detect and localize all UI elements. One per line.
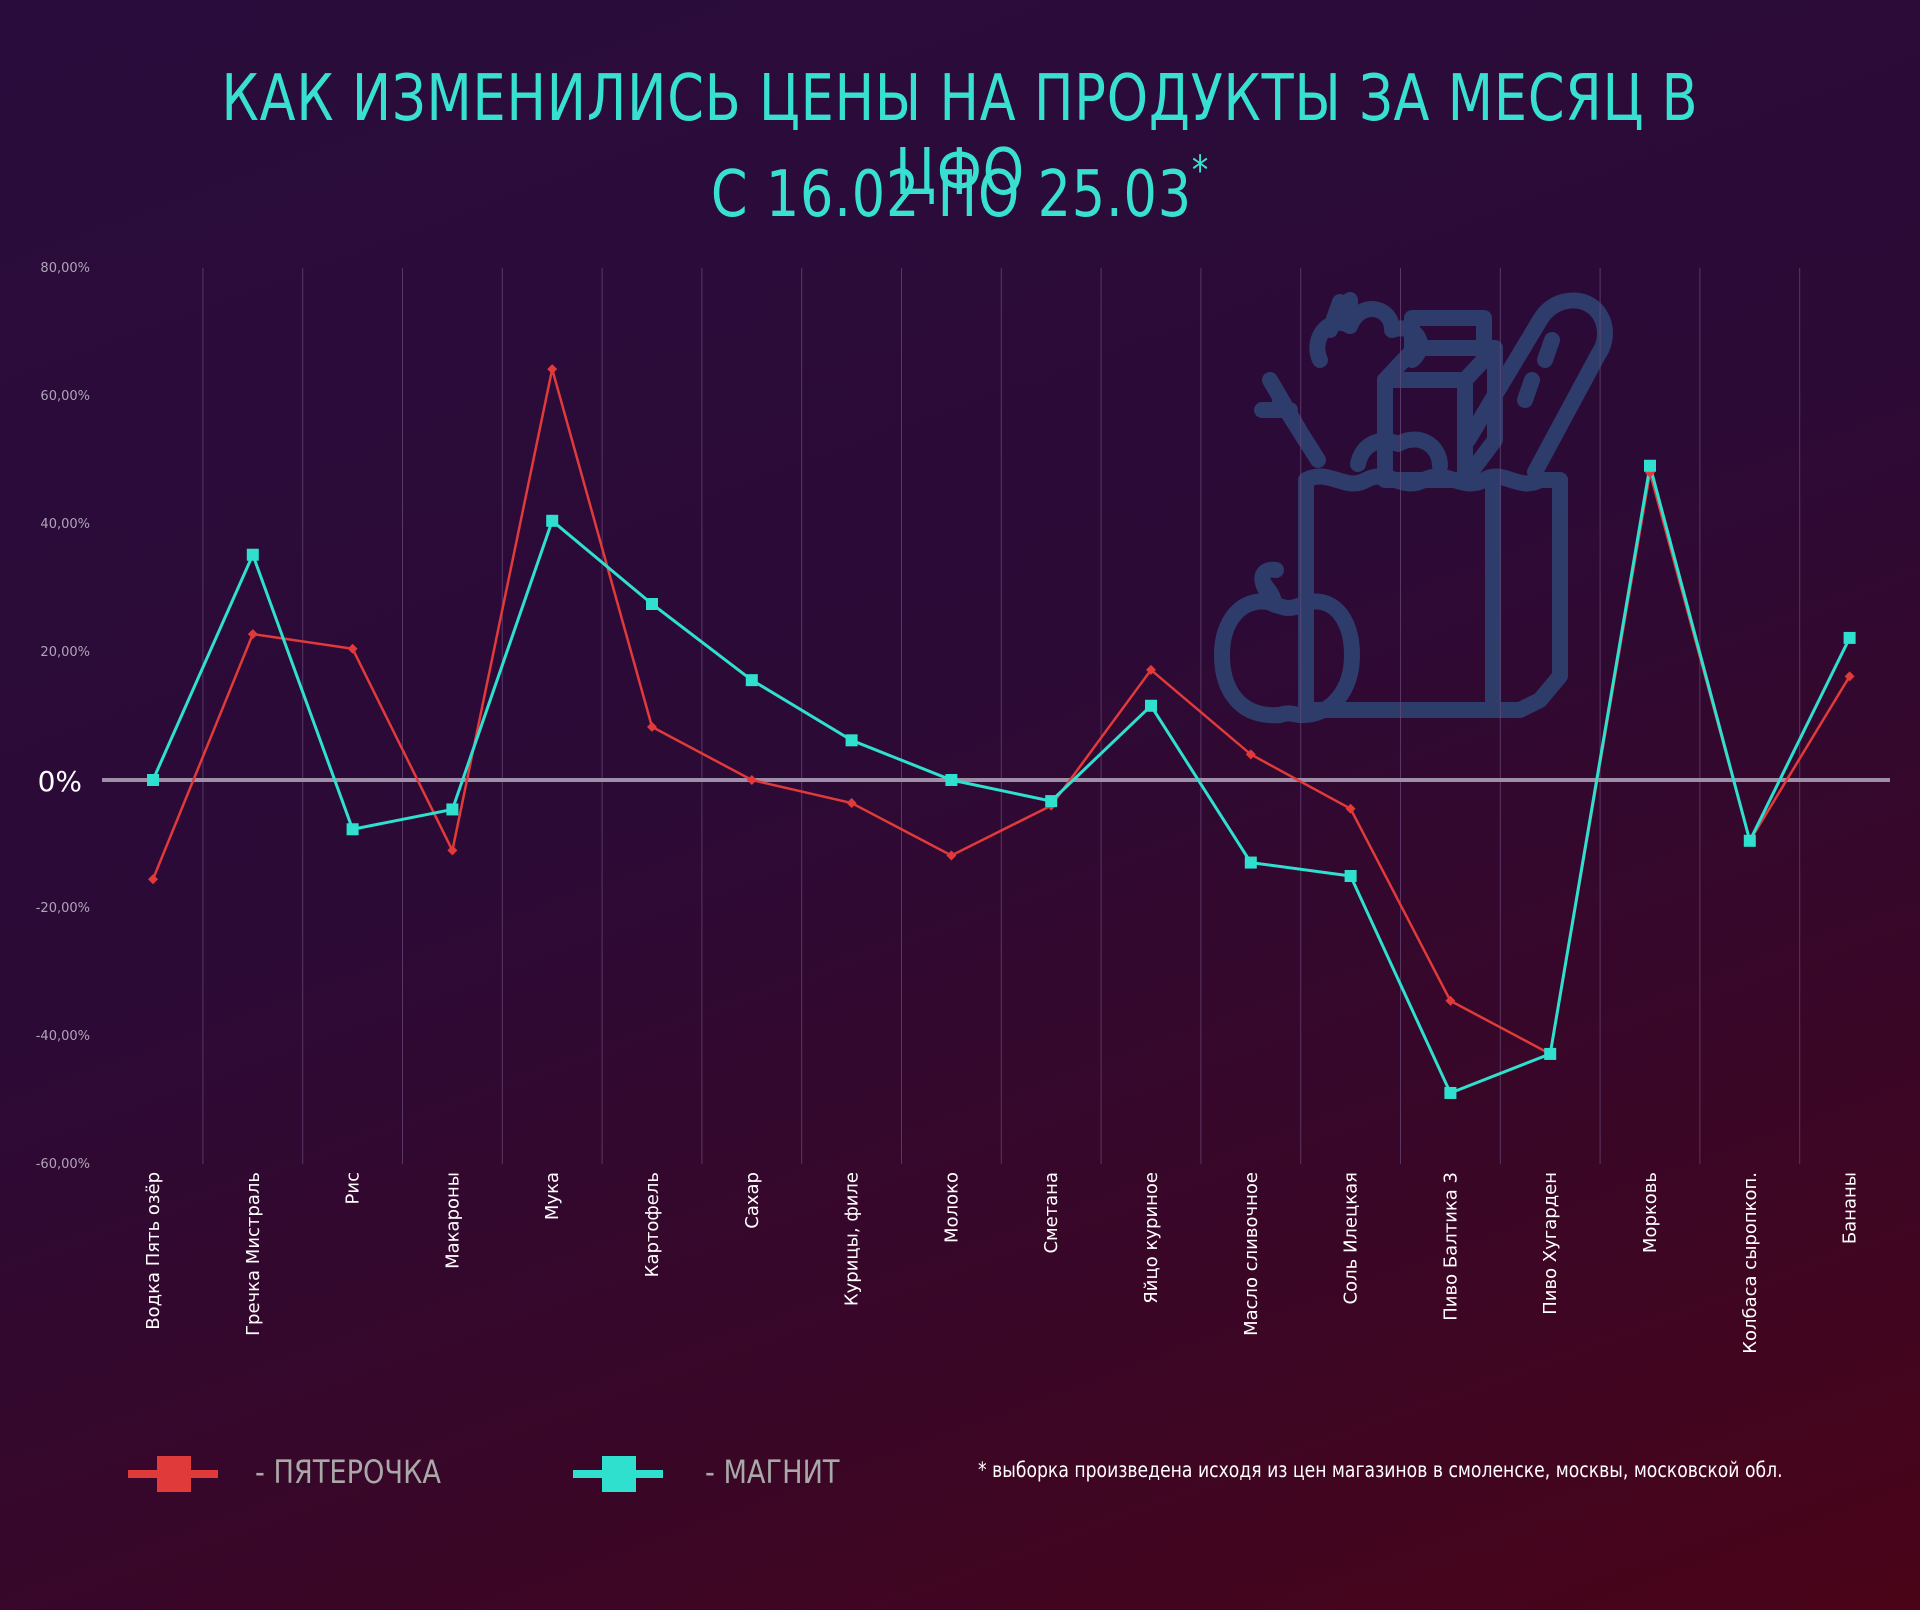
- chart-title: КАК ИЗМЕНИЛИСЬ ЦЕНЫ НА ПРОДУКТЫ ЗА МЕСЯЦ…: [221, 62, 1699, 210]
- x-tick-label: Бананы: [1840, 1172, 1861, 1244]
- data-point-pyaterochka: [647, 721, 657, 732]
- data-point-magnit: [246, 548, 259, 561]
- x-tick-label: Гречка Мистраль: [243, 1172, 264, 1336]
- data-point-magnit: [1145, 699, 1157, 712]
- x-tick-label: Молоко: [941, 1172, 962, 1243]
- data-point-magnit: [346, 823, 359, 836]
- x-tick-label: Масло сливочное: [1241, 1172, 1262, 1336]
- chart-subtitle: С 16.02 ПО 25.03*: [173, 148, 1747, 232]
- y-tick-label: 80,00%: [40, 261, 90, 276]
- data-point-pyaterochka: [746, 775, 757, 785]
- x-axis-labels: Водка Пять озёр Гречка Мистраль Рис Макарон…: [143, 1172, 1861, 1354]
- data-point-pyaterochka: [148, 874, 158, 885]
- x-tick-label: Макароны: [442, 1172, 463, 1269]
- data-point-magnit: [1045, 795, 1058, 808]
- data-point-magnit: [1843, 631, 1856, 644]
- legend-marker-pyaterochka: [157, 1456, 191, 1492]
- footnote-mark: *: [1191, 148, 1210, 194]
- data-point-magnit: [845, 734, 858, 747]
- x-tick-label: Яйцо куриное: [1141, 1172, 1162, 1304]
- y-axis: 80,00% 60,00% 40,00% 20,00% -20,00% -40,00% -6…: [36, 261, 104, 1172]
- data-point-magnit: [147, 774, 159, 786]
- legend-label-pyaterochka: - ПЯТЕРОЧКА: [255, 1453, 441, 1491]
- y-tick-label: -20,00%: [36, 901, 90, 916]
- data-point-pyaterochka: [846, 798, 857, 809]
- legend-item-magnit: [573, 1456, 663, 1492]
- legend-label-magnit: - МАГНИТ: [705, 1453, 840, 1491]
- x-tick-label: Мука: [542, 1172, 563, 1220]
- x-tick-label: Соль Илецкая: [1341, 1172, 1362, 1304]
- legend: [128, 1456, 663, 1492]
- data-point-magnit: [1743, 834, 1756, 847]
- data-point-pyaterochka: [247, 629, 258, 640]
- x-tick-label: Сметана: [1041, 1172, 1062, 1254]
- data-point-pyaterochka: [946, 850, 957, 861]
- data-point-pyaterochka: [1445, 995, 1456, 1006]
- data-point-magnit: [1544, 1047, 1557, 1060]
- x-tick-label: Пиво Балтика 3: [1440, 1172, 1461, 1321]
- y-tick-label: 20,00%: [40, 645, 90, 660]
- series-group: [147, 364, 1856, 1099]
- data-point-pyaterochka: [1345, 803, 1356, 814]
- x-tick-label: Рис: [343, 1172, 364, 1204]
- x-tick-label: Водка Пять озёр: [143, 1172, 164, 1330]
- data-point-magnit: [1344, 870, 1357, 882]
- data-point-magnit: [945, 774, 958, 786]
- y-tick-label: -40,00%: [36, 1029, 90, 1044]
- grocery-bag-icon: [1214, 292, 1613, 724]
- data-point-magnit: [446, 803, 459, 816]
- x-tick-label: Пиво Хугарден: [1540, 1172, 1561, 1315]
- data-point-pyaterochka: [447, 845, 458, 856]
- y-tick-label: -60,00%: [36, 1157, 90, 1172]
- date-range: С 16.02 ПО 25.03: [710, 158, 1192, 232]
- grid: [102, 268, 1890, 1164]
- data-point-magnit: [646, 598, 658, 610]
- data-point-magnit: [1444, 1086, 1457, 1099]
- x-tick-label: Морковь: [1640, 1172, 1661, 1253]
- data-point-magnit: [745, 674, 758, 687]
- y-tick-label: 60,00%: [40, 389, 90, 404]
- legend-marker-magnit: [602, 1456, 636, 1492]
- data-point-magnit: [1644, 459, 1656, 472]
- y-tick-label: 40,00%: [40, 517, 90, 532]
- series-line-magnit: [151, 465, 1851, 1095]
- x-tick-label: Картофель: [642, 1172, 663, 1277]
- x-tick-label: Сахар: [742, 1172, 763, 1229]
- data-point-pyaterochka: [1844, 671, 1855, 682]
- data-point-magnit: [1244, 856, 1257, 869]
- data-point-magnit: [546, 514, 559, 527]
- data-point-pyaterochka: [1245, 749, 1256, 760]
- data-point-pyaterochka: [547, 364, 558, 375]
- legend-item-pyaterochka: [128, 1456, 218, 1492]
- x-tick-label: Колбаса сыропкоп.: [1740, 1172, 1761, 1354]
- zero-label: 0%: [38, 765, 82, 798]
- data-point-pyaterochka: [1146, 664, 1156, 675]
- footnote: * выборка произведена исходя из цен мага…: [978, 1458, 1783, 1482]
- data-point-pyaterochka: [347, 643, 358, 654]
- x-tick-label: Курицы, филе: [842, 1172, 863, 1306]
